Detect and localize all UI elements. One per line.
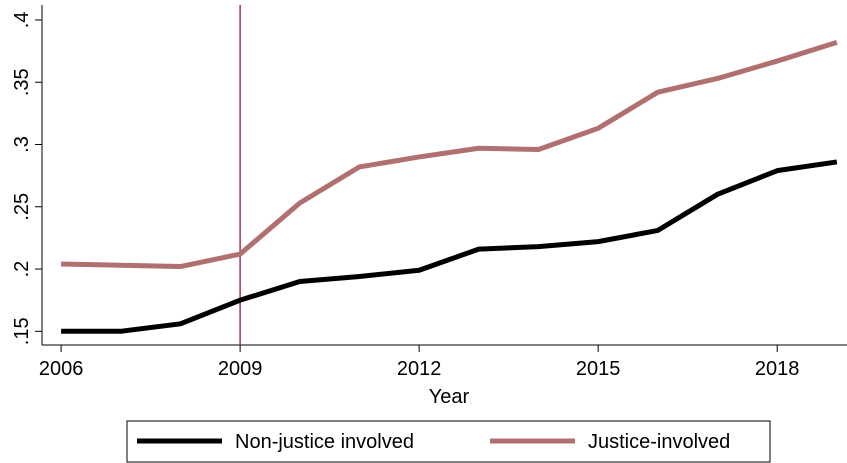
legend-box — [126, 420, 771, 463]
series-line — [61, 39, 838, 270]
series-line — [61, 159, 838, 334]
y-tick-label: .15 — [11, 317, 33, 345]
y-tick-label: .25 — [11, 193, 33, 221]
x-axis-label: Year — [429, 386, 470, 408]
legend-label: Non-justice involved — [235, 431, 414, 453]
x-tick-label: 2012 — [397, 358, 442, 380]
y-tick-label: .35 — [11, 68, 33, 96]
legend-label: Justice-involved — [588, 431, 730, 453]
y-tick-label: .2 — [11, 261, 33, 278]
x-tick-label: 2015 — [576, 358, 621, 380]
y-tick-label: .3 — [11, 136, 33, 153]
x-tick-label: 2009 — [218, 358, 263, 380]
x-tick-label: 2018 — [755, 358, 800, 380]
y-tick-label: .4 — [11, 12, 33, 29]
x-tick-label: 2006 — [39, 358, 84, 380]
